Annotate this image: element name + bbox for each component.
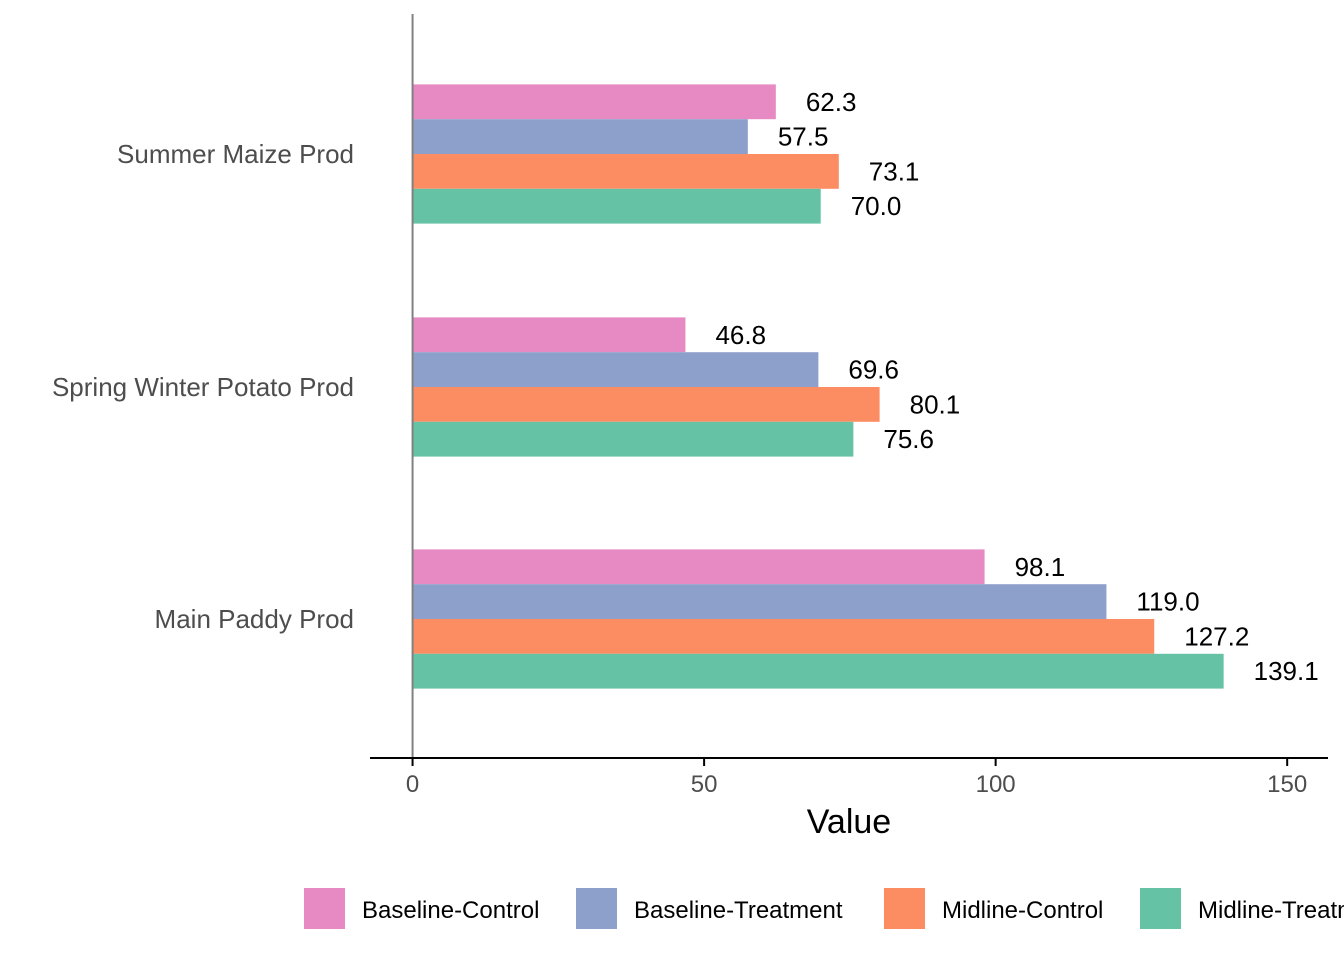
legend-swatch <box>1140 888 1181 929</box>
legend-label: Baseline-Control <box>362 897 539 924</box>
bars-layer <box>412 84 1224 689</box>
data-label: 98.1 <box>1015 552 1066 582</box>
category-label: Spring Winter Potato Prod <box>52 372 354 402</box>
data-label: 119.0 <box>1136 587 1199 617</box>
x-tick-label: 100 <box>976 771 1016 798</box>
bar-midline-treatment-0 <box>412 188 821 224</box>
data-label: 75.6 <box>883 424 934 454</box>
bar-midline-control-0 <box>412 154 839 189</box>
bar-baseline-control-2 <box>412 549 985 585</box>
category-labels: Summer Maize Prod Spring Winter Potato Pr… <box>52 139 354 634</box>
legend-swatch <box>576 888 617 929</box>
x-tick-label: 0 <box>406 771 419 798</box>
legend-label: Baseline-Treatment <box>634 897 843 924</box>
x-axis-title: Value <box>807 803 891 841</box>
data-label: 80.1 <box>910 389 961 419</box>
x-ticks: 0 50 100 150 <box>406 758 1307 798</box>
bar-baseline-treatment-0 <box>412 119 748 154</box>
legend-swatch <box>304 888 345 929</box>
bar-baseline-control-0 <box>412 84 776 120</box>
bar-midline-control-2 <box>412 619 1155 654</box>
legend: Baseline-Control Baseline-Treatment Midlin… <box>304 888 1344 929</box>
data-label: 70.0 <box>851 191 902 221</box>
data-label: 73.1 <box>869 156 920 186</box>
bar-midline-treatment-1 <box>412 421 854 457</box>
bar-baseline-control-1 <box>412 317 686 353</box>
legend-label: Midline-Treatment <box>1198 897 1344 924</box>
legend-swatch <box>884 888 925 929</box>
x-tick-label: 150 <box>1267 771 1307 798</box>
data-label: 57.5 <box>778 122 829 152</box>
bar-baseline-treatment-2 <box>412 584 1107 619</box>
data-label: 69.6 <box>848 355 899 385</box>
data-label: 46.8 <box>715 320 766 350</box>
bar-baseline-treatment-1 <box>412 352 819 387</box>
legend-label: Midline-Control <box>942 897 1103 924</box>
bar-midline-control-1 <box>412 387 880 422</box>
x-tick-label: 50 <box>691 771 718 798</box>
category-label: Summer Maize Prod <box>117 139 354 169</box>
category-label: Main Paddy Prod <box>155 604 354 634</box>
data-labels-layer: 62.3 57.5 73.1 70.0 46.8 69.6 80.1 75.6 98.1 119.… <box>715 87 1318 686</box>
bar-midline-treatment-2 <box>412 653 1224 689</box>
data-label: 62.3 <box>806 87 857 117</box>
data-label: 127.2 <box>1184 621 1249 651</box>
data-label: 139.1 <box>1254 656 1319 686</box>
